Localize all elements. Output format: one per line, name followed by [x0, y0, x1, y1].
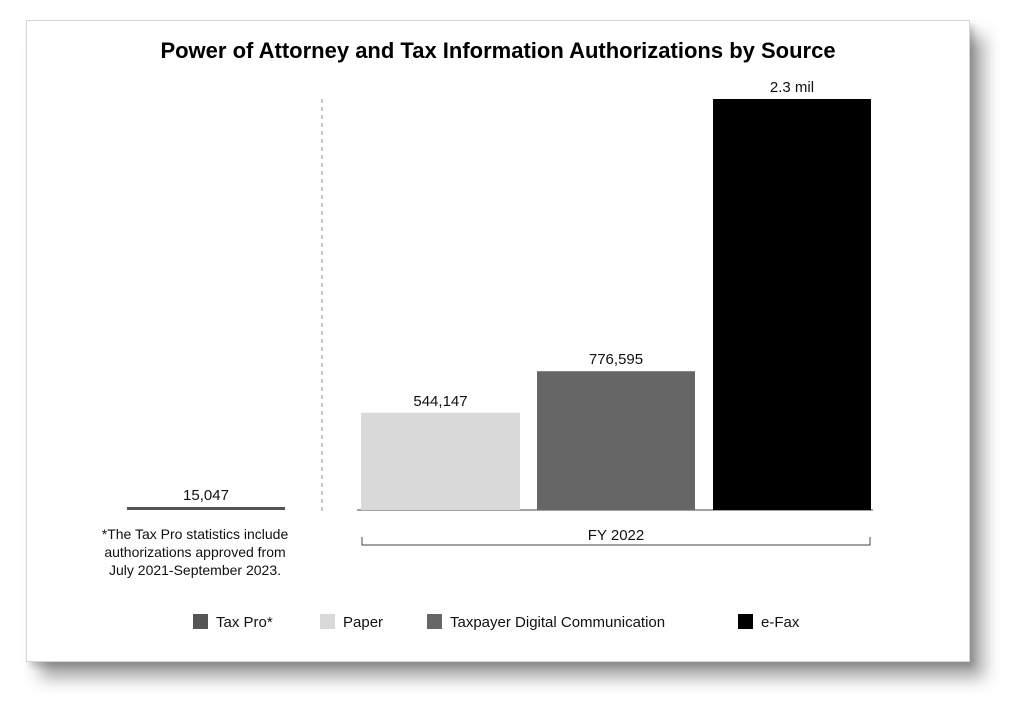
legend-swatch-e-fax — [738, 614, 753, 629]
legend-swatch-taxpayer-digital-communication — [427, 614, 442, 629]
bar-e-fax — [713, 99, 871, 510]
category-bracket — [361, 537, 871, 546]
footnote-line-1: *The Tax Pro statistics include — [102, 526, 289, 542]
chart: Power of Attorney and Tax Information Au… — [102, 38, 873, 631]
legend-label-paper: Paper — [343, 614, 383, 631]
footnote: *The Tax Pro statistics include authoriz… — [102, 526, 289, 578]
legend: Tax Pro* Paper Taxpayer Digital Communic… — [193, 614, 800, 631]
legend-swatch-tax-pro — [193, 614, 208, 629]
value-label-tax-pro: 15,047 — [183, 487, 229, 504]
footnote-line-3: July 2021-September 2023. — [109, 562, 281, 578]
value-label-paper: 544,147 — [413, 393, 467, 410]
legend-item-paper: Paper — [320, 614, 383, 631]
bar-tax-pro — [127, 507, 285, 510]
legend-item-e-fax: e-Fax — [738, 614, 800, 631]
legend-label-e-fax: e-Fax — [761, 614, 800, 631]
footnote-line-2: authorizations approved from — [104, 544, 285, 560]
bar-taxpayer-digital-communication — [537, 371, 695, 510]
bar-paper — [361, 412, 520, 510]
value-label-e-fax: 2.3 mil — [770, 79, 814, 96]
legend-item-tax-pro: Tax Pro* — [193, 614, 273, 631]
legend-swatch-paper — [320, 614, 335, 629]
legend-item-taxpayer-digital-communication: Taxpayer Digital Communication — [427, 614, 665, 631]
value-label-taxpayer-digital-communication: 776,595 — [589, 351, 643, 368]
bars-layer: 15,047 544,147 776,595 2.3 mil — [127, 79, 871, 510]
chart-card: Power of Attorney and Tax Information Au… — [26, 20, 970, 662]
category-label: FY 2022 — [588, 527, 644, 544]
legend-label-tax-pro: Tax Pro* — [216, 614, 273, 631]
chart-title: Power of Attorney and Tax Information Au… — [160, 38, 835, 63]
legend-label-taxpayer-digital-communication: Taxpayer Digital Communication — [450, 614, 665, 631]
